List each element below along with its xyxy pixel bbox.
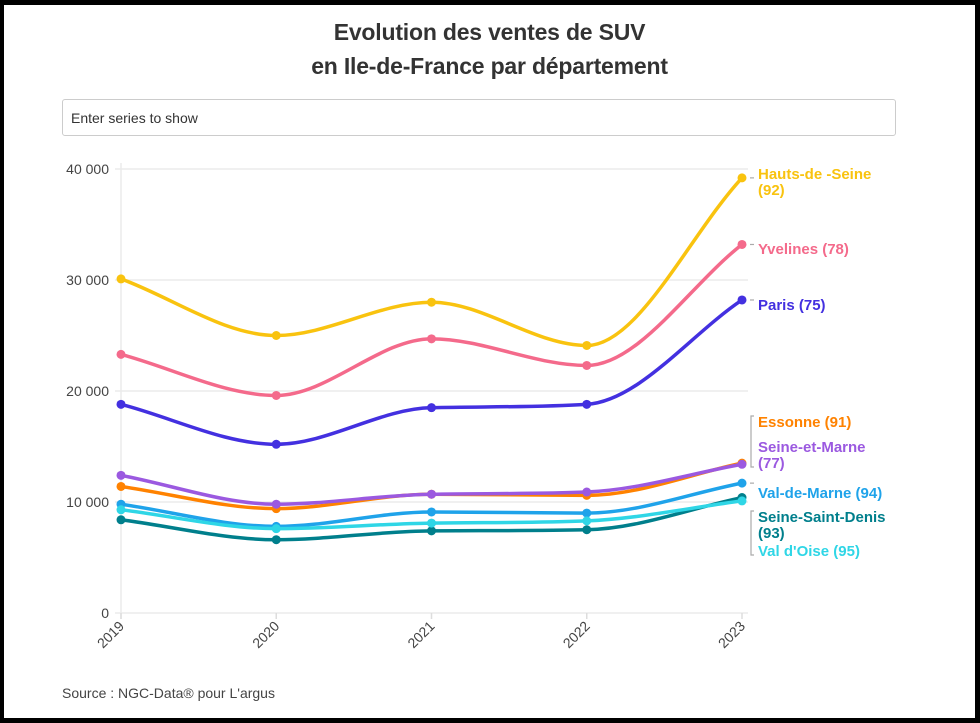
data-point xyxy=(427,526,436,536)
series-label: Hauts-de -Seine xyxy=(758,166,871,183)
y-tick-label: 0 xyxy=(101,605,109,621)
data-point xyxy=(427,297,436,307)
data-point xyxy=(116,349,126,359)
x-axis: 2019 2020 2021 2022 2023 xyxy=(94,613,748,651)
series-label: Paris (75) xyxy=(758,297,826,314)
y-tick-label: 10 000 xyxy=(66,494,109,510)
data-point xyxy=(582,487,592,497)
series-label: Seine-Saint-Denis xyxy=(758,509,886,526)
data-point xyxy=(582,340,592,350)
series-search-input[interactable] xyxy=(62,99,896,136)
x-tick-label: 2023 xyxy=(715,618,748,651)
label-bracket xyxy=(750,415,754,468)
data-point xyxy=(427,403,436,413)
data-point xyxy=(116,481,126,491)
chart-title-line-2: en Ile-de-France par département xyxy=(311,53,668,79)
chart-title-line-1: Evolution des ventes de SUV xyxy=(333,19,646,45)
data-point xyxy=(582,525,592,535)
data-point xyxy=(116,399,126,409)
x-tick-label: 2022 xyxy=(560,618,593,651)
data-point xyxy=(737,295,747,305)
series-label: Val-de-Marne (94) xyxy=(758,485,882,502)
data-point xyxy=(271,524,281,534)
data-point xyxy=(271,499,281,509)
x-tick-label: 2020 xyxy=(249,618,282,651)
label-bracket xyxy=(750,510,754,556)
series-lines xyxy=(116,173,747,545)
data-point xyxy=(271,331,281,340)
x-tick-label: 2021 xyxy=(404,618,437,651)
x-tick-label: 2019 xyxy=(94,618,127,651)
data-point xyxy=(737,478,747,488)
series-label: (92) xyxy=(758,182,785,199)
data-point xyxy=(116,505,126,515)
data-point xyxy=(582,399,592,409)
chart-title: Evolution des ventes de SUV en Ile-de-Fr… xyxy=(4,15,975,83)
source-note: Source : NGC-Data® pour L'argus xyxy=(62,685,275,701)
series-labels: Hauts-de -Seine(92) Yvelines (78) Paris (7… xyxy=(750,166,886,560)
y-tick-label: 40 000 xyxy=(66,161,109,177)
y-tick-label: 20 000 xyxy=(66,383,109,399)
series-label: Seine-et-Marne xyxy=(758,439,866,456)
y-axis: 0 10 000 20 000 30 000 40 000 xyxy=(66,161,109,621)
data-point xyxy=(116,470,126,480)
data-point xyxy=(582,516,592,526)
data-point xyxy=(116,515,126,525)
series-label: Yvelines (78) xyxy=(758,241,849,258)
series-line xyxy=(119,176,744,348)
series-label: Val d'Oise (95) xyxy=(758,543,860,560)
gridlines xyxy=(115,163,748,619)
data-point xyxy=(271,439,281,449)
series-label: (93) xyxy=(758,525,785,542)
data-point xyxy=(427,507,436,517)
data-point xyxy=(271,390,281,400)
data-point xyxy=(582,360,592,370)
data-point xyxy=(737,239,747,249)
series-label: Essonne (91) xyxy=(758,414,851,431)
y-tick-label: 30 000 xyxy=(66,272,109,288)
data-point xyxy=(271,535,281,545)
data-point xyxy=(737,496,747,506)
data-point xyxy=(116,274,126,284)
chart-frame: Evolution des ventes de SUV en Ile-de-Fr… xyxy=(4,5,975,718)
data-point xyxy=(582,508,592,518)
data-point xyxy=(427,518,436,528)
series-label: (77) xyxy=(758,455,785,472)
data-point xyxy=(737,459,747,469)
data-point xyxy=(737,173,747,183)
data-point xyxy=(427,334,436,344)
data-point xyxy=(427,489,436,499)
